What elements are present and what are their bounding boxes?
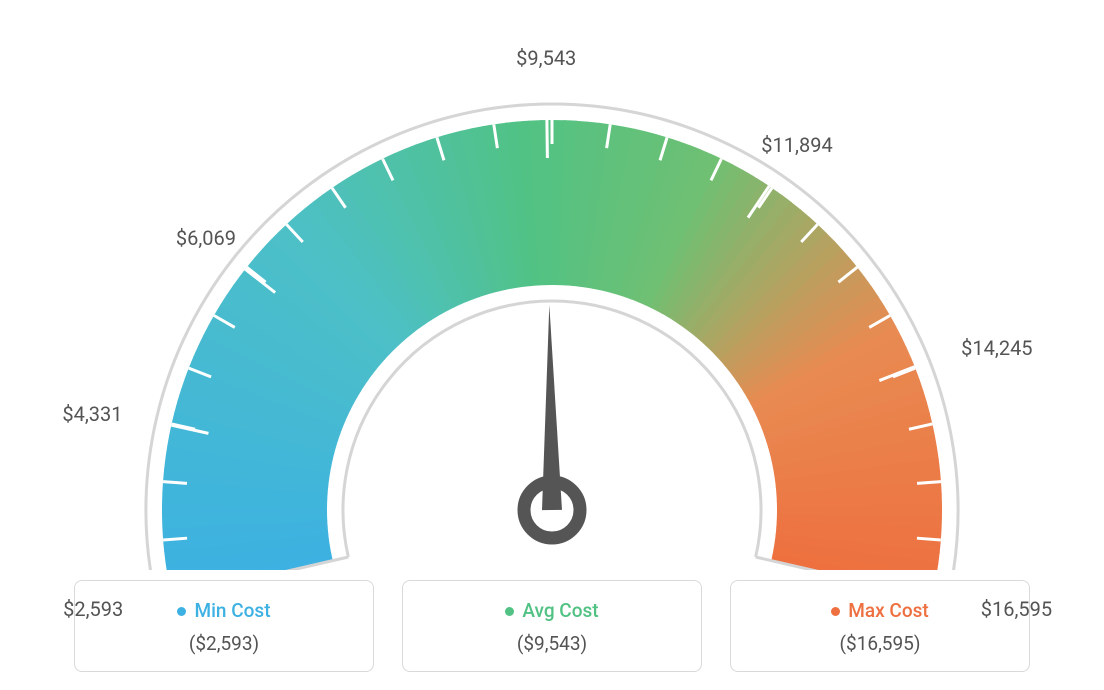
legend: Min Cost ($2,593) Avg Cost ($9,543) Max … <box>0 580 1104 672</box>
gauge-tick-label: $9,543 <box>516 46 576 70</box>
dot-icon <box>831 607 840 616</box>
gauge-tick-label: $6,069 <box>176 226 236 250</box>
dot-icon <box>177 607 186 616</box>
legend-title-max: Max Cost <box>741 599 1019 622</box>
gauge-tick-label: $14,245 <box>961 336 1032 360</box>
legend-value-max: ($16,595) <box>741 632 1019 655</box>
dot-icon <box>505 607 514 616</box>
legend-card-avg: Avg Cost ($9,543) <box>402 580 702 672</box>
gauge-tick-label: $11,894 <box>761 133 832 157</box>
legend-title-text: Min Cost <box>194 599 270 622</box>
gauge-chart: $2,593$4,331$6,069$9,543$11,894$14,245$1… <box>0 0 1104 560</box>
legend-title-avg: Avg Cost <box>413 599 691 622</box>
legend-value-min: ($2,593) <box>85 632 363 655</box>
gauge-svg <box>112 40 992 570</box>
legend-value-avg: ($9,543) <box>413 632 691 655</box>
legend-card-min: Min Cost ($2,593) <box>74 580 374 672</box>
legend-card-max: Max Cost ($16,595) <box>730 580 1030 672</box>
legend-title-text: Max Cost <box>848 599 928 622</box>
gauge-tick-label: $4,331 <box>62 402 122 426</box>
legend-title-min: Min Cost <box>85 599 363 622</box>
legend-title-text: Avg Cost <box>522 599 598 622</box>
